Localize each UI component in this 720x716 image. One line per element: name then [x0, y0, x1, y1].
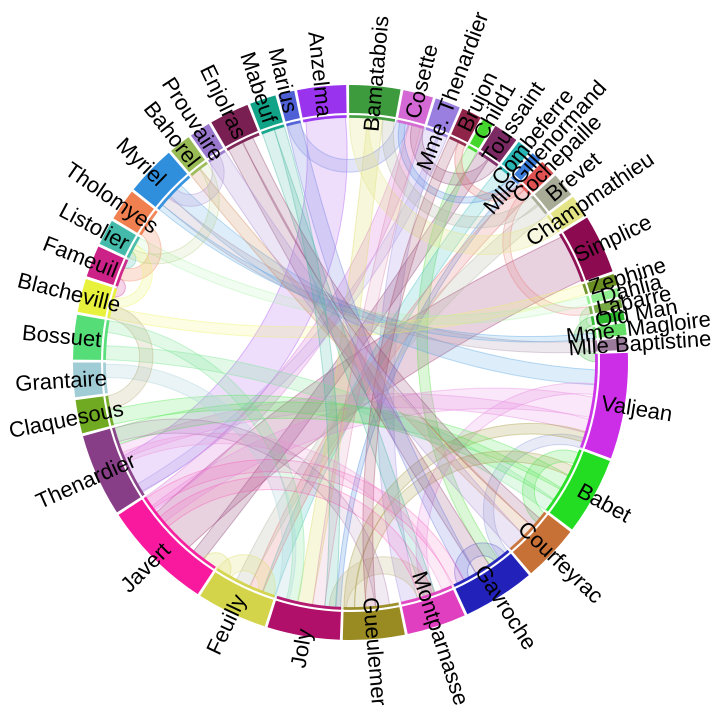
svg-text:Grantaire: Grantaire	[15, 365, 108, 396]
svg-text:Babet: Babet	[573, 478, 635, 528]
svg-text:Joly: Joly	[285, 627, 316, 670]
